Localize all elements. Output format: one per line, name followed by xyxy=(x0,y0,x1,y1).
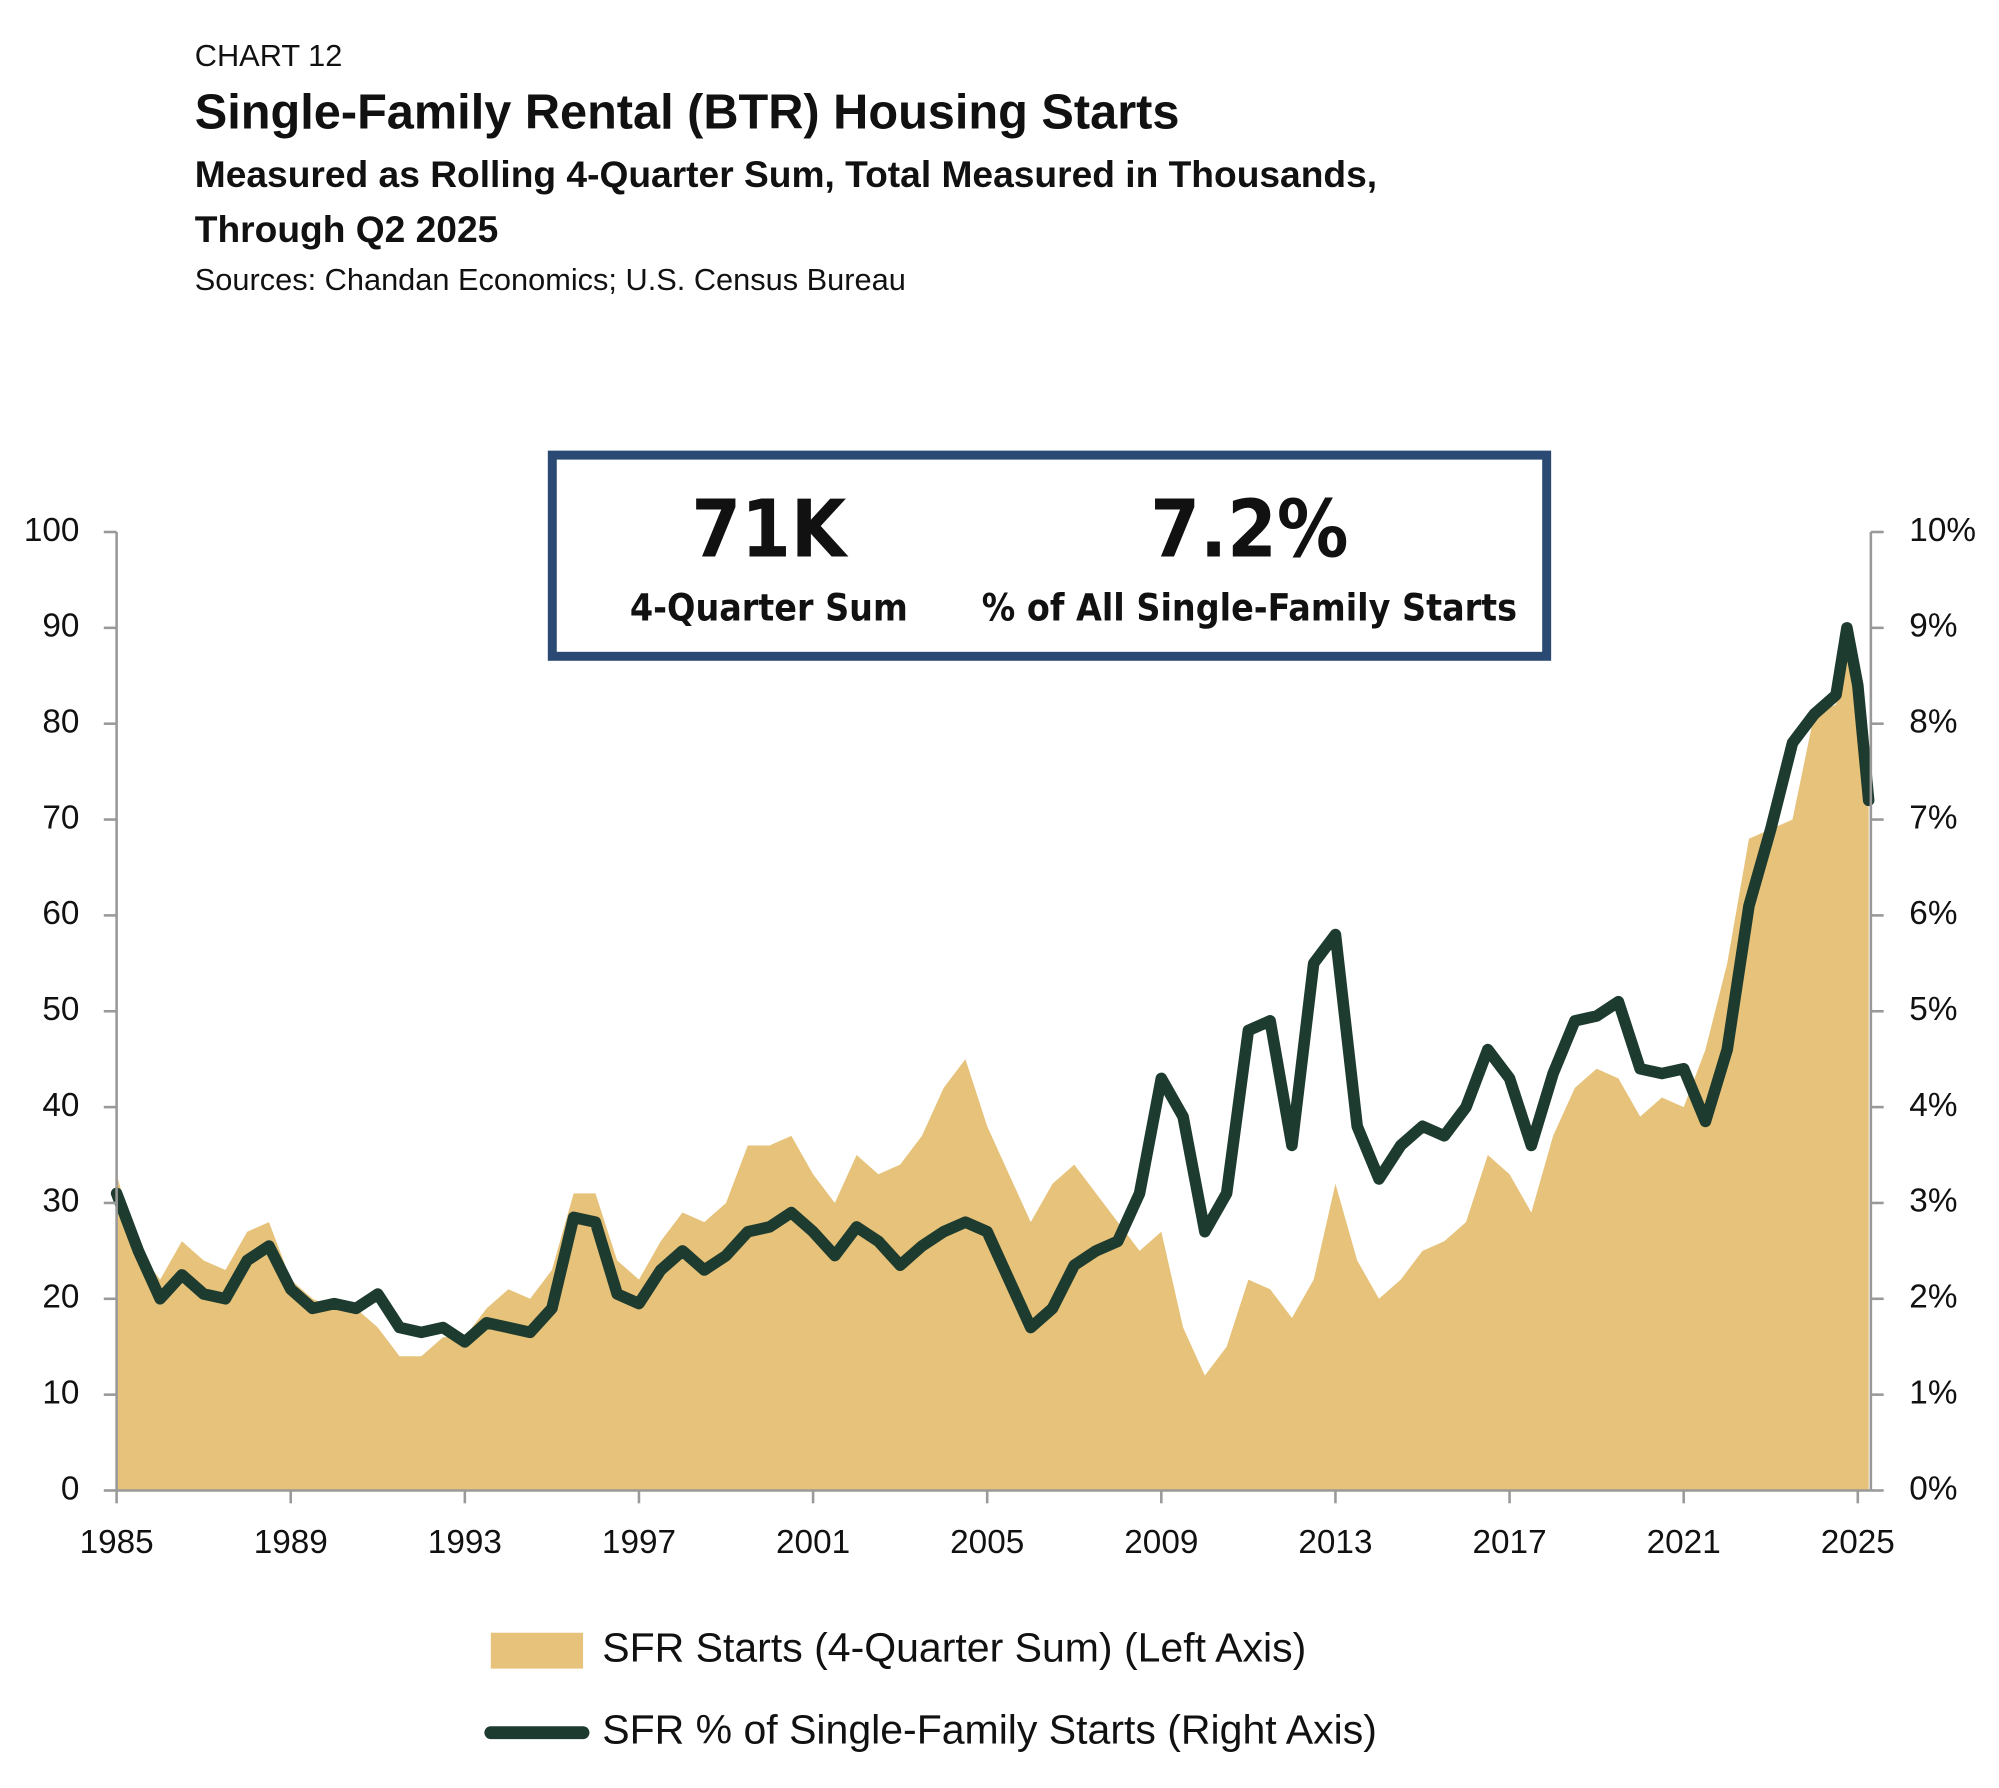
chart-kicker: CHART 12 xyxy=(195,38,343,73)
y2-tick-label: 1% xyxy=(1909,1374,1957,1411)
x-tick-label: 1997 xyxy=(602,1524,676,1561)
x-tick-label: 2021 xyxy=(1647,1524,1721,1561)
legend-swatch xyxy=(490,1632,584,1669)
axes: 0 10 20 30 40 50 60 70 80 90 100 0% 1% 2% 3% 4% 5% 6% 7% 8%… xyxy=(24,512,1976,1561)
y2-tick-label: 4% xyxy=(1909,1087,1957,1124)
y-tick-label: 80 xyxy=(42,703,79,740)
line xyxy=(110,622,1875,1348)
x-tick-label: 2001 xyxy=(776,1524,850,1561)
y2-tick-label: 3% xyxy=(1909,1183,1957,1220)
y2-tick-label: 0% xyxy=(1909,1470,1957,1507)
chart-source: Sources: Chandan Economics; U.S. Census … xyxy=(195,262,906,297)
legend-label: SFR Starts (4-Quarter Sum) (Left Axis) xyxy=(602,1625,1306,1671)
chart-subtitle: Through Q2 2025 xyxy=(195,208,499,250)
y-tick-label: 30 xyxy=(42,1183,79,1220)
y-tick-label: 90 xyxy=(42,608,79,645)
callout-value: 7.2% xyxy=(1150,483,1348,576)
y-tick-label: 70 xyxy=(42,799,79,836)
callout-box xyxy=(547,450,1552,661)
y-tick-label: 100 xyxy=(24,512,80,549)
chart-title: Single-Family Rental (BTR) Housing Start… xyxy=(195,85,1180,139)
chart-subtitle: Measured as Rolling 4-Quarter Sum, Total… xyxy=(195,153,1377,195)
x-tick-label: 2025 xyxy=(1821,1524,1895,1561)
y2-tick-label: 7% xyxy=(1909,799,1957,836)
plot-area xyxy=(110,622,1875,1491)
x-tick-label: 2005 xyxy=(950,1524,1024,1561)
y2-tick-label: 10% xyxy=(1909,512,1976,549)
y-tick-label: 10 xyxy=(42,1374,79,1411)
x-tick-label: 1989 xyxy=(254,1524,328,1561)
y2-tick-label: 8% xyxy=(1909,703,1957,740)
legend-label: SFR % of Single-Family Starts (Right Axi… xyxy=(602,1707,1377,1753)
x-tick-label: 1993 xyxy=(428,1524,502,1561)
y2-tick-label: 6% xyxy=(1909,895,1957,932)
y-tick-label: 20 xyxy=(42,1279,79,1316)
callout-value: 71K xyxy=(691,483,848,576)
x-tick-label: 2009 xyxy=(1124,1524,1198,1561)
x-tick-label: 2013 xyxy=(1298,1524,1372,1561)
y-tick-label: 50 xyxy=(42,991,79,1028)
y-tick-label: 60 xyxy=(42,895,79,932)
y-tick-label: 40 xyxy=(42,1087,79,1124)
y-tick-label: 0 xyxy=(61,1470,80,1507)
y2-tick-label: 9% xyxy=(1909,608,1957,645)
y2-tick-label: 5% xyxy=(1909,991,1957,1028)
x-tick-label: 1985 xyxy=(80,1524,154,1561)
y2-tick-label: 2% xyxy=(1909,1279,1957,1316)
area xyxy=(116,627,1869,1491)
x-tick-label: 2017 xyxy=(1473,1524,1547,1561)
callout-label: % of All Single-Family Starts xyxy=(982,587,1517,630)
callout-label: 4-Quarter Sum xyxy=(630,587,908,630)
